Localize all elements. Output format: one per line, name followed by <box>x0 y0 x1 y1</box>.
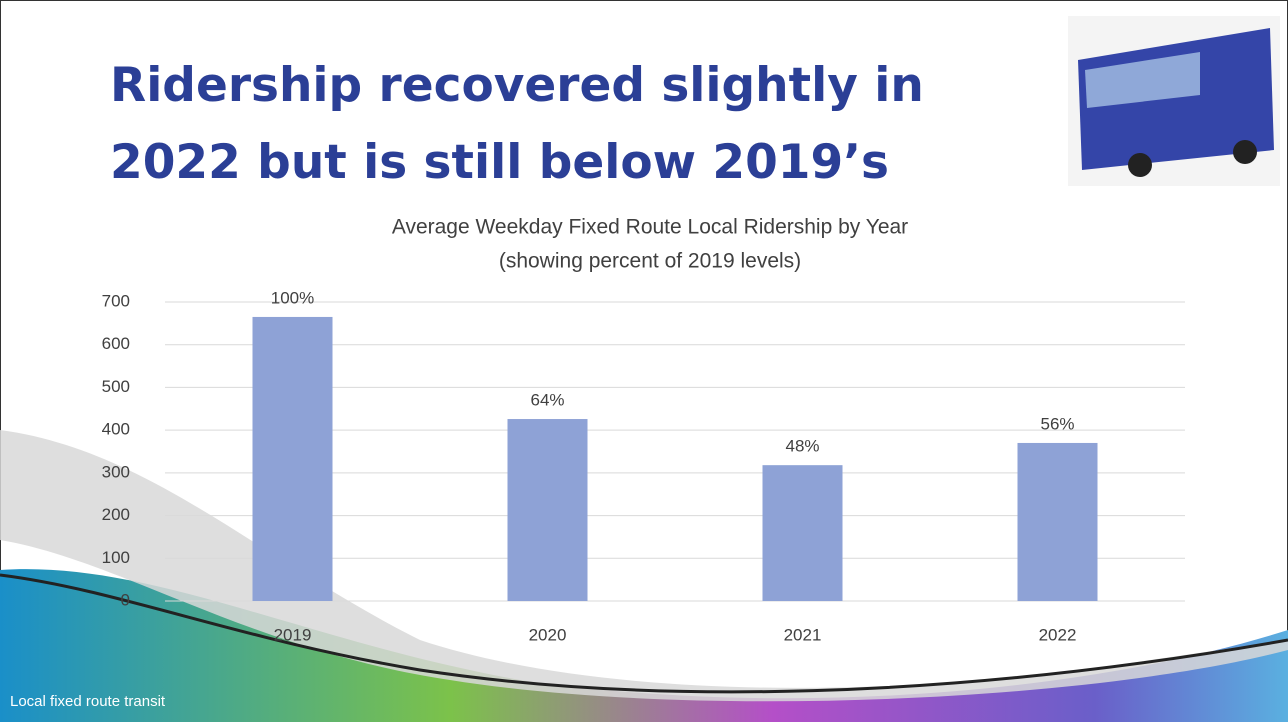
y-tick-label: 300 <box>102 462 130 481</box>
data-label: 64% <box>530 391 564 410</box>
y-tick-label: 200 <box>102 505 130 524</box>
data-label: 100% <box>271 288 314 307</box>
bus-image <box>1068 16 1280 186</box>
decor-swoosh <box>0 430 1288 702</box>
y-tick-label: 100 <box>102 548 130 567</box>
footer: Local fixed route transit <box>10 693 166 710</box>
slide-title: 2022 but is still below 2019’s <box>110 135 889 190</box>
bar <box>507 419 588 601</box>
bar <box>1017 442 1098 601</box>
chart-title: Average Weekday Fixed Route Local Riders… <box>392 216 908 239</box>
slide-title: Ridership recovered slightly in <box>110 58 924 113</box>
decor-line <box>0 573 1288 694</box>
bar <box>252 316 333 601</box>
y-tick-label: 600 <box>102 334 130 353</box>
x-tick-label: 2021 <box>784 625 822 644</box>
bar <box>762 465 843 601</box>
y-tick-label: 0 <box>121 590 130 609</box>
y-tick-label: 500 <box>102 377 130 396</box>
x-tick-label: 2019 <box>274 625 312 644</box>
y-tick-label: 700 <box>102 291 130 310</box>
decor-wave <box>0 569 1288 722</box>
chart-subtitle: (showing percent of 2019 levels) <box>499 250 801 273</box>
data-label: 56% <box>1040 414 1074 433</box>
data-label: 48% <box>785 437 819 456</box>
y-tick-label: 400 <box>102 420 130 439</box>
x-tick-label: 2022 <box>1039 625 1077 644</box>
x-tick-label: 2020 <box>529 625 567 644</box>
